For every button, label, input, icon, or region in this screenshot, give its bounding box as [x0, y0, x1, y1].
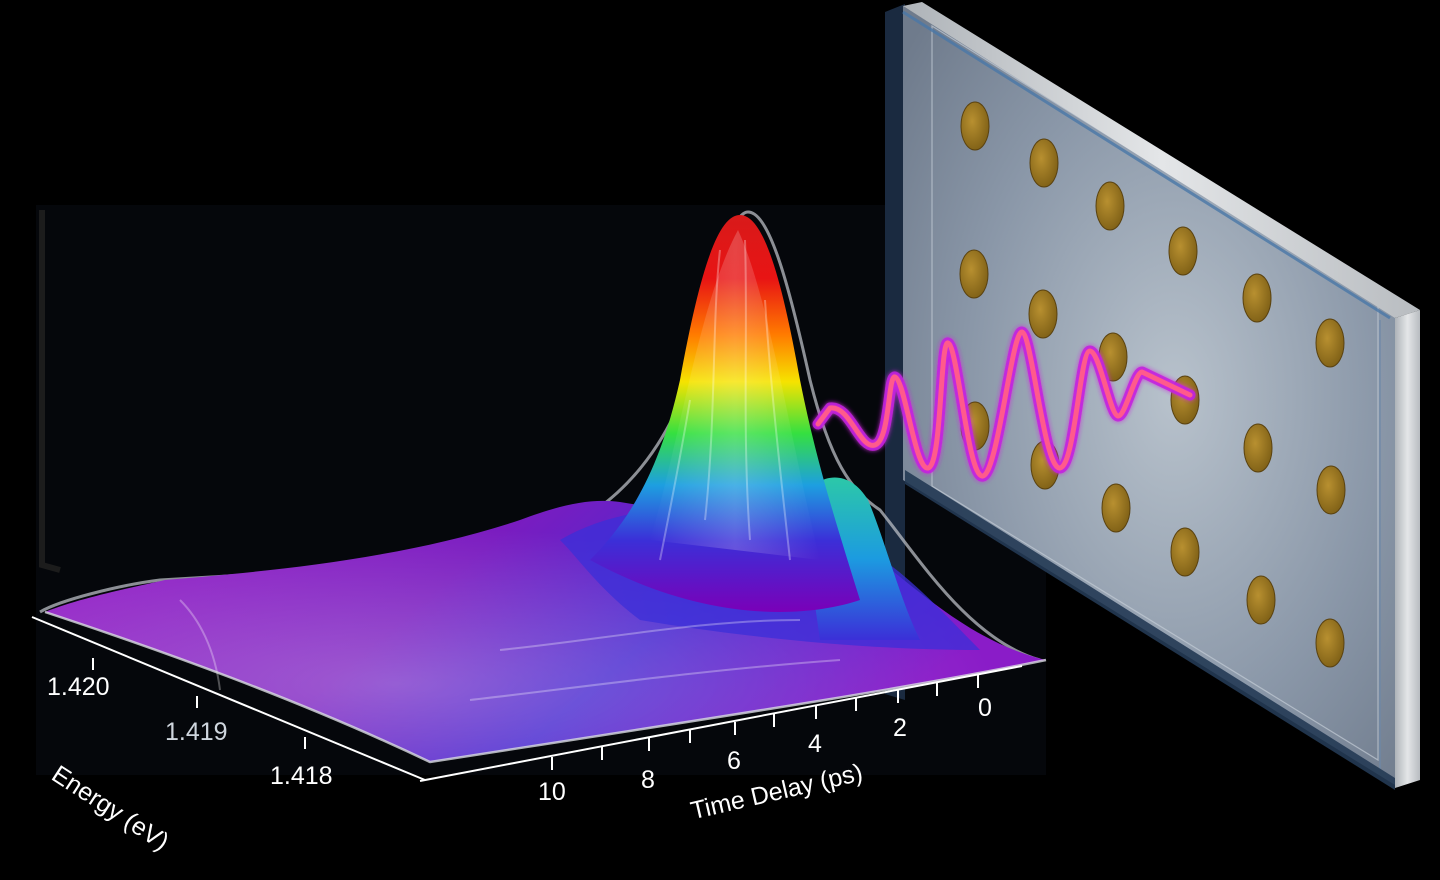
light-wave: [812, 326, 1196, 482]
gold-disk: [959, 249, 989, 299]
gold-disk: [1246, 575, 1276, 625]
energy-axis-line: [31, 616, 426, 781]
gold-disk: [1316, 465, 1346, 515]
time-axis-line: [419, 665, 1023, 782]
time-tick-label: 8: [641, 766, 655, 794]
energy-axis: [31, 616, 426, 781]
time-tick-label: 0: [978, 694, 992, 722]
gold-disk: [1170, 527, 1200, 577]
time-axis: [419, 665, 1023, 782]
panel-side-edge: [1395, 310, 1420, 788]
gold-disk: [1029, 138, 1059, 188]
time-tick-label: 6: [727, 747, 741, 775]
metasurface-panel: [885, 2, 1420, 790]
energy-tick-label: 1.419: [165, 718, 228, 746]
gold-disk: [1168, 226, 1198, 276]
gold-disk: [1101, 483, 1131, 533]
gold-disk: [1315, 318, 1345, 368]
panel-top-edge: [903, 2, 1420, 318]
gold-disk: [1095, 181, 1125, 231]
energy-tick-label: 1.420: [47, 673, 110, 701]
time-tick-label: 10: [538, 778, 566, 806]
time-tick-label: 2: [893, 714, 907, 742]
time-tick-label: 4: [808, 730, 822, 758]
gold-disk: [1243, 423, 1273, 473]
wave-core: [815, 329, 1193, 479]
surface-plot: [39, 210, 1047, 764]
gold-disk: [960, 101, 990, 151]
gold-disk: [1242, 273, 1272, 323]
gold-disk: [1315, 618, 1345, 668]
gold-disk: [1028, 289, 1058, 339]
surface-rim: [44, 610, 1047, 764]
energy-tick-label: 1.418: [270, 762, 333, 790]
backdrop-left-edge: [39, 210, 61, 573]
